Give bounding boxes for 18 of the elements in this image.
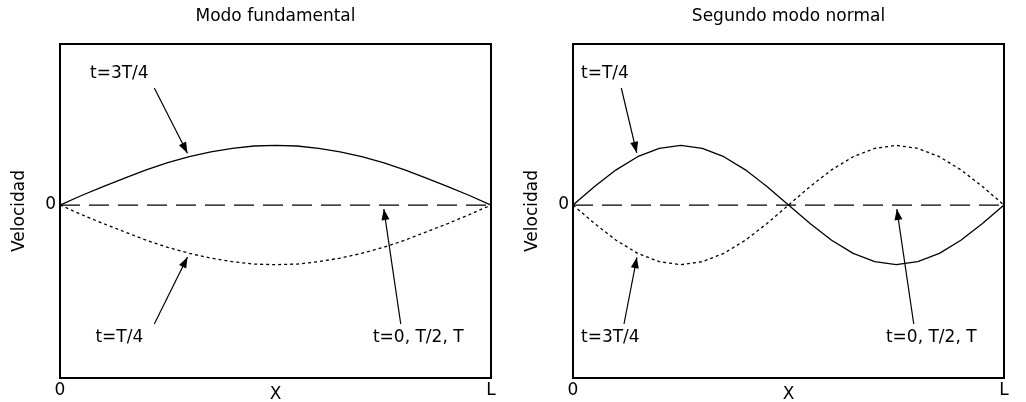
x-tick-label: L xyxy=(999,378,1010,399)
y-axis-title: Velocidad xyxy=(521,170,542,252)
text: t=3T/4 xyxy=(89,62,149,83)
text: t=T/4 xyxy=(581,62,629,83)
chart-title: Segundo modo normal xyxy=(691,5,886,26)
chart-title: Modo fundamental xyxy=(195,5,356,26)
x-axis-title: X xyxy=(269,382,282,402)
text: t=0, T/2, T xyxy=(372,326,465,347)
x-axis-title: X xyxy=(782,382,795,402)
y-axis-title: Velocidad xyxy=(8,170,29,252)
x-tick-label: L xyxy=(486,378,497,399)
text: t=0, T/2, T xyxy=(885,326,978,347)
x-tick-label: 0 xyxy=(567,378,579,399)
text: t=T/4 xyxy=(95,326,144,347)
text: t=3T/4 xyxy=(581,326,640,347)
ref-line-label: 0 xyxy=(558,193,569,214)
ref-line-label: 0 xyxy=(45,193,56,214)
x-tick-label: 0 xyxy=(54,378,66,399)
